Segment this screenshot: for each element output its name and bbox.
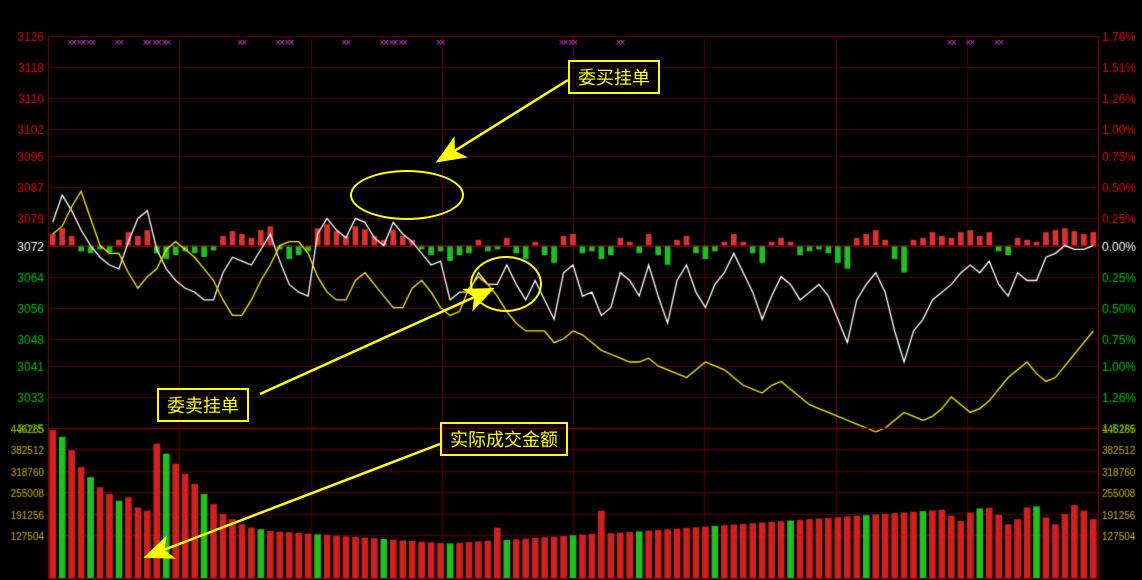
annotation-buy-orders: 委买挂单 — [568, 60, 660, 94]
highlight-ellipse-1 — [350, 170, 464, 220]
highlight-ellipse-2 — [470, 256, 542, 312]
annotation-sell-orders: 委卖挂单 — [157, 388, 249, 422]
annotation-actual-volume: 实际成交金额 — [440, 422, 568, 456]
stock-chart-screen: 分时1分钟5分钟15分钟30分钟60分钟日线周线月线更多 > 切换叠加画线F10… — [0, 0, 1142, 580]
